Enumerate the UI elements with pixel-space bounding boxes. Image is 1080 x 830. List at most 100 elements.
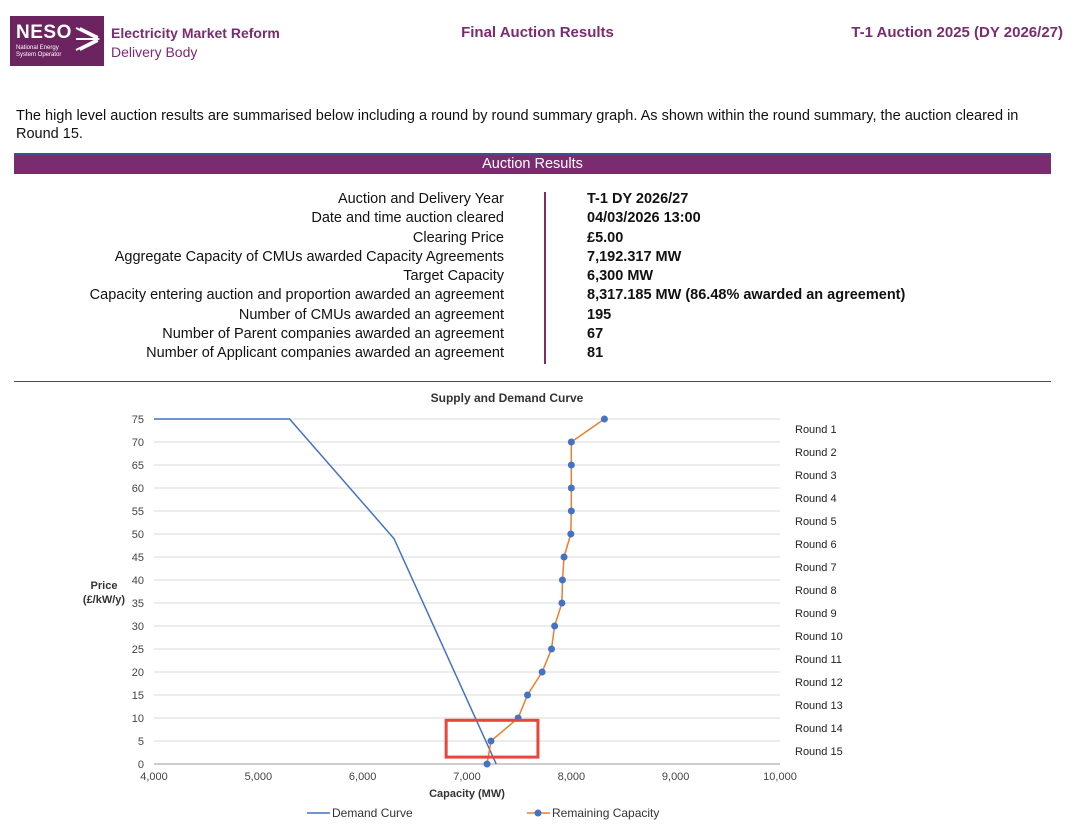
round-label: Round 5	[795, 516, 837, 528]
round-label: Round 1	[795, 424, 837, 436]
result-value: 195	[587, 306, 612, 323]
y-tick-label: 25	[132, 644, 144, 656]
demand-curve-line	[154, 418, 497, 765]
remaining-capacity-point	[567, 461, 575, 469]
remaining-capacity-point	[560, 553, 568, 561]
x-tick-label: 7,000	[453, 771, 481, 783]
y-tick-label: 35	[132, 598, 144, 610]
result-label: Number of CMUs awarded an agreement	[238, 306, 504, 323]
results-values: T-1 DY 2026/27 04/03/2026 13:00 £5.00 7,…	[587, 190, 1067, 364]
result-value: 8,317.185 MW (86.48% awarded an agreemen…	[587, 287, 906, 304]
y-tick-label: 70	[132, 437, 144, 449]
result-label: Capacity entering auction and proportion…	[89, 287, 504, 304]
y-axis-label-line1: Price	[91, 580, 118, 592]
org-name: Electricity Market Reform Delivery Body	[111, 24, 280, 62]
page-header: NESO National Energy System Operator Ele…	[0, 0, 1080, 80]
round-label: Round 10	[795, 631, 843, 643]
results-heading: Auction Results	[14, 153, 1051, 174]
round-label: Round 2	[795, 447, 837, 459]
chart-svg: Supply and Demand Curve 0 5 10 15 20 25 30 35 40 4…	[83, 391, 797, 820]
result-value: 81	[587, 345, 604, 362]
round-label: Round 3	[795, 470, 837, 482]
y-tick-label: 45	[132, 552, 144, 564]
result-value: 04/03/2026 13:00	[587, 210, 701, 227]
results-divider	[544, 192, 546, 364]
result-label: Number of Parent companies awarded an ag…	[162, 326, 504, 343]
document-title: Final Auction Results	[461, 24, 614, 41]
org-line2: Delivery Body	[111, 44, 198, 60]
org-line1: Electricity Market Reform	[111, 25, 280, 41]
x-tick-label: 6,000	[349, 771, 377, 783]
x-tick-label: 8,000	[558, 771, 586, 783]
results-labels: Auction and Delivery Year Date and time …	[0, 190, 504, 364]
result-label: Auction and Delivery Year	[337, 191, 504, 207]
remaining-capacity-point	[558, 576, 566, 584]
x-tick-label: 9,000	[662, 771, 690, 783]
round-label: Round 4	[795, 493, 837, 505]
result-value: T-1 DY 2026/27	[587, 191, 689, 207]
y-tick-label: 75	[132, 414, 144, 426]
result-label: Target Capacity	[403, 268, 504, 285]
chart-title: Supply and Demand Curve	[431, 391, 584, 405]
result-value: 6,300 MW	[587, 268, 654, 285]
round-label: Round 9	[795, 608, 837, 620]
result-label: Clearing Price	[412, 229, 504, 246]
auction-title: T-1 Auction 2025 (DY 2026/27)	[851, 24, 1063, 41]
logo-text: NESO	[16, 22, 72, 43]
round-label: Round 13	[795, 700, 843, 712]
y-tick-label: 30	[132, 621, 144, 633]
y-tick-label: 50	[132, 529, 144, 541]
round-labels: Round 1 Round 2 Round 3 Round 4 Round 5 Round…	[795, 423, 843, 768]
remaining-capacity-point	[558, 599, 566, 607]
y-tick-label: 20	[132, 667, 144, 679]
remaining-capacity-point	[567, 530, 575, 538]
legend-remaining-marker	[534, 809, 542, 817]
remaining-capacity-point	[551, 622, 559, 630]
remaining-capacity-point	[483, 760, 491, 768]
round-label: Round 7	[795, 562, 837, 574]
neso-logo: NESO National Energy System Operator	[10, 16, 104, 66]
round-label: Round 8	[795, 585, 837, 597]
y-tick-label: 0	[138, 759, 144, 771]
result-label: Date and time auction cleared	[311, 210, 504, 227]
x-tick-label: 10,000	[763, 771, 797, 783]
y-tick-label: 40	[132, 575, 144, 587]
x-axis-label: Capacity (MW)	[429, 788, 505, 800]
result-label: Aggregate Capacity of CMUs awarded Capac…	[114, 248, 504, 265]
round-label: Round 6	[795, 539, 837, 551]
highlight-box	[444, 718, 540, 759]
legend-remaining-label: Remaining Capacity	[552, 806, 659, 820]
remaining-capacity-point	[567, 438, 575, 446]
result-value: 7,192.317 MW	[587, 248, 682, 265]
round-label: Round 14	[795, 723, 843, 735]
result-label: Number of Applicant companies awarded an…	[146, 345, 504, 362]
y-tick-label: 60	[132, 483, 144, 495]
result-value: 67	[587, 326, 604, 343]
logo-subtext: National Energy System Operator	[16, 45, 62, 58]
remaining-capacity-point	[600, 415, 608, 423]
legend-demand-label: Demand Curve	[332, 806, 413, 820]
section-divider	[14, 381, 1051, 382]
y-tick-label: 55	[132, 506, 144, 518]
round-label: Round 11	[795, 654, 842, 666]
round-label: Round 15	[795, 746, 843, 758]
y-tick-label: 15	[132, 690, 144, 702]
remaining-capacity-point	[548, 645, 556, 653]
union-flag-icon	[75, 27, 100, 51]
round-label: Round 12	[795, 677, 843, 689]
intro-paragraph: The high level auction results are summa…	[16, 108, 1019, 142]
remaining-capacity-line	[486, 418, 605, 765]
remaining-capacity-point	[567, 507, 575, 515]
remaining-capacity-point	[567, 484, 575, 492]
supply-demand-chart: Supply and Demand Curve 0 5 10 15 20 25 30 35 40 4…	[0, 385, 1080, 830]
y-tick-label: 10	[132, 713, 144, 725]
remaining-capacity-point	[487, 737, 495, 745]
remaining-capacity-point	[538, 668, 546, 676]
x-tick-label: 4,000	[140, 771, 168, 783]
y-tick-label: 65	[132, 460, 144, 472]
remaining-capacity-point	[524, 691, 532, 699]
y-axis-label-line2: (£/kW/y)	[83, 594, 126, 606]
result-value: £5.00	[587, 229, 624, 246]
x-tick-label: 5,000	[245, 771, 273, 783]
y-tick-label: 5	[138, 736, 144, 748]
